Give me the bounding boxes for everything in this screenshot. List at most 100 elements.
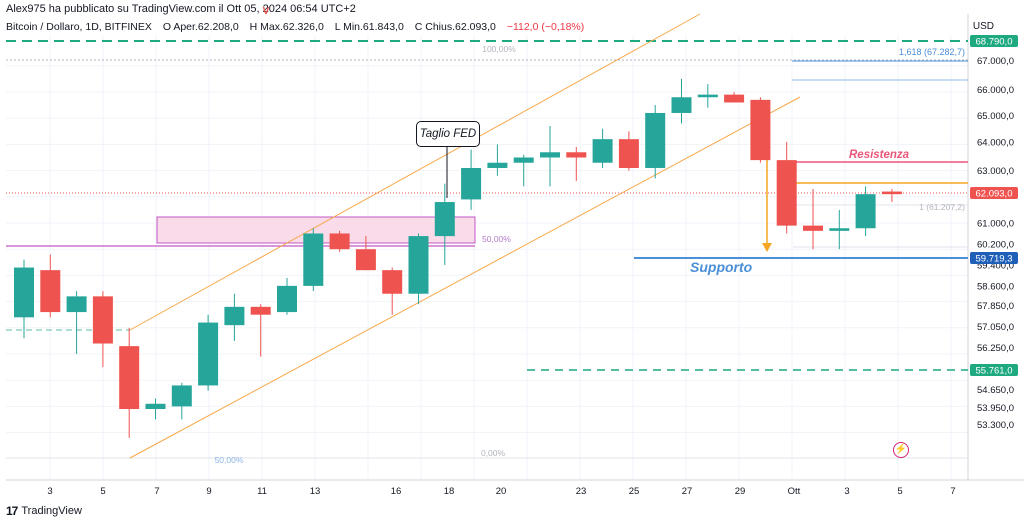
x-tick-label: 16 bbox=[391, 486, 402, 497]
x-tick-label: Ott bbox=[788, 486, 801, 497]
channel-lower-line bbox=[129, 96, 801, 459]
y-tick-label: 60.200,0 bbox=[977, 239, 1014, 250]
candle-body bbox=[776, 160, 797, 226]
open-label: O bbox=[162, 21, 171, 33]
y-tick-label: 53.950,0 bbox=[977, 403, 1014, 414]
candle-body bbox=[171, 385, 192, 407]
fib-1-label: 1 (61.207,2) bbox=[919, 202, 965, 212]
x-tick-label: 27 bbox=[682, 486, 693, 497]
candle-body bbox=[724, 94, 745, 103]
candle-body bbox=[119, 346, 140, 410]
brand-label[interactable]: TradingView bbox=[21, 505, 82, 517]
x-tick-label: 20 bbox=[496, 486, 507, 497]
fed-marker: V bbox=[263, 6, 270, 17]
top-price-tag bbox=[970, 35, 1018, 47]
fib-0-left-label: 50,00% bbox=[215, 455, 244, 465]
candle-body bbox=[881, 191, 902, 195]
y-tick-label: 56.250,0 bbox=[977, 343, 1014, 354]
candle-body bbox=[329, 233, 350, 250]
drop-arrow-head bbox=[762, 243, 772, 252]
x-tick-label: 29 bbox=[735, 486, 746, 497]
top-price-label: 68.790,0 bbox=[976, 37, 1013, 48]
publisher-header: Alex975 ha pubblicato su TradingView.com… bbox=[6, 3, 356, 15]
y-tick-label: 65.000,0 bbox=[977, 111, 1014, 122]
current-price-tag bbox=[970, 187, 1018, 199]
change-value: −112,0 (−0,18%) bbox=[506, 21, 585, 33]
candle-body bbox=[697, 94, 718, 98]
close-value: Chius.62.093,0 bbox=[425, 21, 496, 33]
y-tick-label: 57.850,0 bbox=[977, 301, 1014, 312]
candle-body bbox=[487, 162, 508, 168]
fib-100-label: 100,00% bbox=[482, 44, 516, 54]
candle-body bbox=[671, 97, 692, 113]
x-tick-label: 23 bbox=[576, 486, 587, 497]
x-tick-label: 18 bbox=[444, 486, 455, 497]
support-label: Supporto bbox=[690, 259, 753, 275]
open-value: Aper.62.208,0 bbox=[173, 21, 239, 33]
x-tick-label: 25 bbox=[629, 486, 640, 497]
y-tick-label: 63.000,0 bbox=[977, 166, 1014, 177]
candle-body bbox=[355, 249, 376, 271]
candle-body bbox=[40, 270, 61, 313]
current-price-label: 62.093,0 bbox=[976, 189, 1013, 200]
candle-body bbox=[145, 403, 166, 410]
candle-body bbox=[92, 296, 113, 344]
candle-body bbox=[434, 202, 455, 237]
candle-body bbox=[645, 112, 666, 168]
candle-body bbox=[592, 139, 613, 163]
footer: 17 TradingView bbox=[6, 504, 82, 518]
fed-callout: Taglio FED bbox=[416, 121, 480, 147]
x-tick-label: 11 bbox=[257, 486, 267, 497]
channel-upper-line bbox=[129, 13, 701, 331]
close-label: C bbox=[414, 21, 423, 33]
low-value: Min.61.843,0 bbox=[343, 21, 404, 33]
candle-body bbox=[513, 157, 534, 163]
low-label: L bbox=[334, 21, 341, 33]
y-tick-label: 57.050,0 bbox=[977, 322, 1014, 333]
x-tick-label: 7 bbox=[154, 486, 159, 497]
x-tick-label: 5 bbox=[100, 486, 105, 497]
candle-body bbox=[198, 322, 219, 386]
high-value: Max.62.326,0 bbox=[260, 21, 324, 33]
support-price-label: 59.719,3 bbox=[976, 254, 1013, 265]
high-label: H bbox=[249, 21, 258, 33]
x-tick-label: 5 bbox=[897, 486, 902, 497]
candle-body bbox=[855, 194, 876, 229]
currency-label: USD bbox=[972, 21, 994, 32]
candle-body bbox=[250, 306, 271, 315]
y-tick-label: 66.000,0 bbox=[977, 85, 1014, 96]
resistance-label: Resistenza bbox=[849, 149, 910, 161]
y-tick-label: 54.650,0 bbox=[977, 385, 1014, 396]
candle-body bbox=[540, 152, 560, 158]
tradingview-logo-icon: 17 bbox=[6, 504, 18, 518]
candle-body bbox=[408, 236, 429, 294]
candle-body bbox=[803, 225, 823, 231]
y-tick-label: 64.000,0 bbox=[977, 137, 1014, 148]
symbol-legend: Bitcoin / Dollaro, 1D, BITFINEX O Aper.6… bbox=[6, 21, 584, 33]
candle-body bbox=[829, 228, 850, 231]
symbol-name: Bitcoin / Dollaro, 1D, BITFINEX bbox=[6, 21, 152, 33]
candle-body bbox=[66, 296, 87, 313]
x-tick-label: 13 bbox=[310, 486, 321, 497]
low-price-tag bbox=[970, 364, 1018, 376]
candle-body bbox=[750, 99, 771, 161]
support-price-tag bbox=[970, 252, 1018, 264]
candle-body bbox=[14, 267, 34, 318]
x-tick-label: 9 bbox=[206, 486, 211, 497]
low-price-label: 55.761,0 bbox=[976, 366, 1013, 377]
candle-body bbox=[224, 306, 245, 326]
y-tick-label: 53.300,0 bbox=[977, 420, 1014, 431]
y-tick-label: 61.000,0 bbox=[977, 219, 1014, 230]
fib-50-label: 50,00% bbox=[482, 234, 511, 244]
y-tick-label: 58.600,0 bbox=[977, 281, 1014, 292]
x-tick-label: 3 bbox=[844, 486, 849, 497]
x-tick-label: 7 bbox=[950, 486, 955, 497]
x-tick-label: 3 bbox=[47, 486, 52, 497]
candle-body bbox=[303, 233, 324, 286]
fib-1618-label: 1,618 (67.282,7) bbox=[899, 47, 965, 57]
candle-body bbox=[461, 167, 482, 200]
fib-0-label: 0,00% bbox=[481, 448, 506, 458]
candle-body bbox=[277, 285, 297, 313]
lightning-icon[interactable]: ⚡ bbox=[893, 442, 909, 458]
